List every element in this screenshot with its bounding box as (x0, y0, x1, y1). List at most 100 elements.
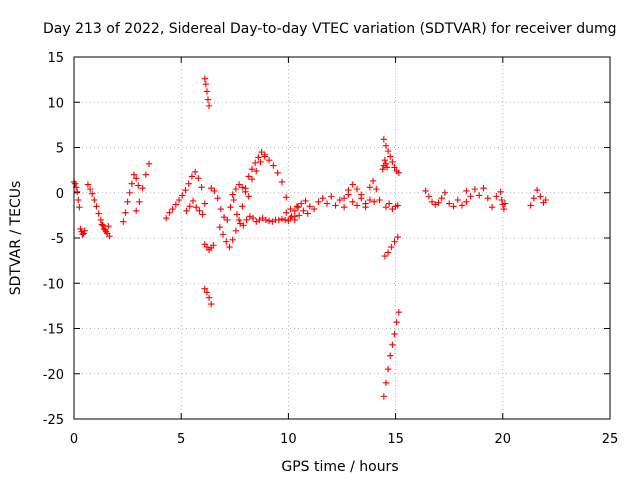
series-seg-p (293, 191, 378, 213)
data-point (395, 309, 403, 316)
data-point (172, 201, 180, 208)
series-seg-a (70, 178, 83, 211)
data-point (253, 218, 260, 225)
data-point (471, 185, 479, 193)
data-point (224, 216, 231, 224)
data-point (166, 209, 173, 216)
data-point (376, 196, 383, 204)
data-point (253, 167, 260, 175)
x-tick-label: 10 (280, 432, 297, 447)
data-point (323, 200, 331, 207)
series-seg-j (201, 241, 217, 253)
y-tick-label: 5 (56, 142, 64, 157)
data-point (91, 196, 98, 204)
data-point (336, 196, 344, 204)
data-point (425, 193, 433, 200)
data-point (389, 341, 396, 348)
data-point (210, 242, 217, 249)
data-point (219, 231, 227, 238)
data-point (382, 142, 390, 149)
data-point (387, 153, 394, 160)
data-point (75, 196, 82, 204)
y-tick-label: -25 (43, 413, 64, 428)
data-point (188, 173, 196, 180)
data-point (205, 102, 213, 110)
x-tick-label: 25 (602, 432, 619, 447)
data-point (235, 216, 243, 224)
data-point (261, 153, 269, 160)
data-point (162, 214, 170, 222)
data-point (227, 204, 234, 211)
data-point (201, 285, 208, 292)
data-point (527, 202, 534, 209)
data-point (493, 193, 500, 200)
series-seg-f (132, 160, 153, 215)
data-point (77, 225, 84, 233)
data-point (500, 205, 508, 213)
data-point (362, 204, 369, 211)
data-point (454, 196, 461, 204)
data-point (488, 204, 496, 211)
data-point (328, 193, 335, 200)
series-seg-i (201, 75, 213, 110)
data-point (382, 204, 390, 211)
series-seg-q (283, 207, 311, 224)
data-point (379, 166, 386, 173)
data-point (294, 204, 302, 211)
y-tick-label: -15 (43, 323, 64, 338)
y-tick-label: 0 (56, 187, 64, 202)
data-point (195, 175, 202, 182)
y-tick-label: -5 (51, 232, 64, 247)
data-point (450, 203, 457, 210)
data-point (533, 186, 541, 194)
data-point (332, 202, 339, 209)
data-point (498, 196, 505, 204)
series-seg-ab (498, 196, 509, 213)
x-tick-label: 15 (387, 432, 404, 447)
data-point (205, 294, 213, 301)
data-point (315, 198, 322, 205)
data-point (179, 192, 186, 199)
x-tick-label: 5 (177, 432, 185, 447)
grid (74, 57, 610, 419)
data-point (463, 198, 470, 205)
data-point (97, 216, 104, 224)
data-point (422, 187, 429, 195)
data-point (530, 194, 538, 202)
data-point (383, 164, 391, 171)
y-tick-label: -20 (43, 368, 64, 383)
data-point (93, 203, 100, 210)
data-point (175, 196, 183, 204)
series-seg-z (446, 196, 470, 210)
data-point (476, 192, 483, 199)
data-point (463, 187, 470, 195)
series-seg-n (248, 153, 299, 220)
data-point (99, 222, 107, 229)
data-point (458, 202, 466, 209)
data-point (438, 194, 445, 202)
plot-frame (73, 56, 611, 420)
data-point (236, 220, 244, 227)
data-point (432, 201, 439, 208)
data-point (394, 202, 401, 209)
data-point (242, 188, 249, 196)
data-point (384, 249, 392, 256)
data-point (467, 193, 474, 200)
data-point (446, 200, 453, 207)
data-point (255, 154, 262, 161)
data-point (391, 238, 398, 245)
data-point (262, 216, 270, 224)
series-seg-k (201, 285, 215, 308)
data-point (484, 194, 491, 202)
data-point (84, 181, 92, 188)
data-point (283, 194, 290, 201)
data-point (199, 211, 206, 218)
series-seg-s (366, 177, 383, 204)
data-point (208, 300, 215, 308)
data-point (142, 171, 150, 178)
data-point (291, 207, 299, 215)
data-point (393, 318, 400, 326)
data-point (306, 203, 314, 210)
data-point (245, 193, 252, 200)
